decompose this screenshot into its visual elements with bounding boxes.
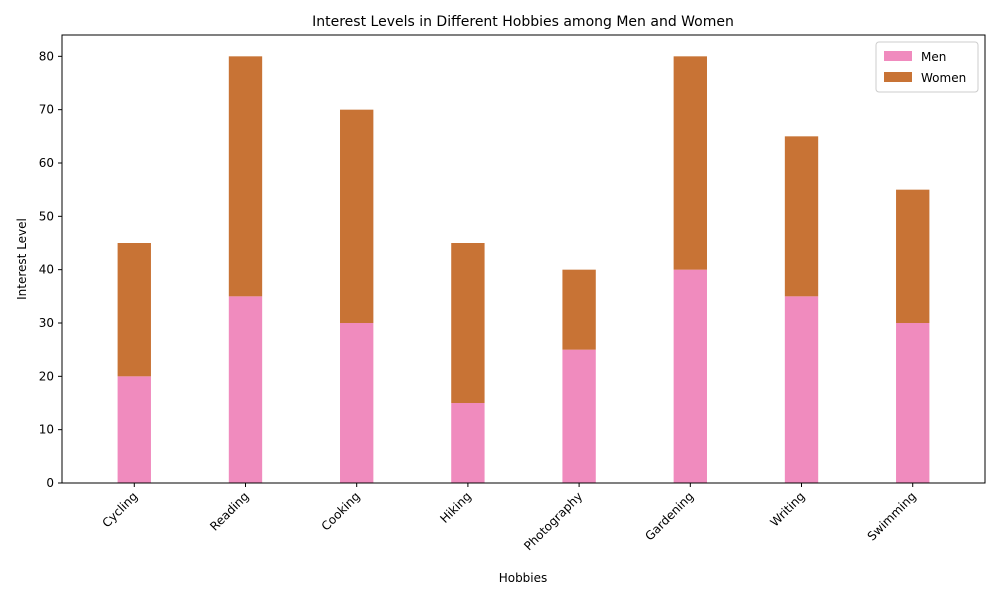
- legend-swatch-women: [884, 72, 912, 82]
- bars-group: [117, 56, 930, 483]
- bar-women-writing: [784, 136, 819, 297]
- x-tick-label-swimming: Swimming: [865, 489, 919, 543]
- bar-women-gardening: [673, 56, 707, 270]
- x-tick-label-reading: Reading: [207, 489, 251, 533]
- bar-men-writing: [784, 296, 819, 483]
- bar-men-cycling: [117, 376, 151, 483]
- y-axis-label: Interest Level: [15, 218, 29, 300]
- y-tick-label: 40: [39, 263, 54, 277]
- bar-men-gardening: [673, 269, 707, 483]
- bar-women-cycling: [117, 243, 151, 377]
- bar-men-cooking: [340, 323, 374, 483]
- x-tick-label-cooking: Cooking: [319, 489, 363, 533]
- bar-women-photography: [562, 269, 596, 350]
- legend-swatch-men: [884, 51, 912, 61]
- y-tick-label: 80: [39, 49, 54, 63]
- legend-label-women: Women: [921, 71, 966, 85]
- x-tick-label-photography: Photography: [521, 489, 585, 553]
- y-tick-label: 50: [39, 209, 54, 223]
- x-axis-label: Hobbies: [499, 571, 548, 585]
- y-axis-ticks: 0 10 20 30 40 50 60 70 80: [39, 49, 62, 490]
- bar-women-cooking: [340, 109, 374, 324]
- bar-men-reading: [228, 296, 263, 483]
- legend: Men Women: [875, 41, 979, 93]
- y-tick-label: 0: [46, 476, 54, 490]
- bar-men-photography: [562, 349, 596, 483]
- y-tick-label: 70: [39, 103, 54, 117]
- x-tick-label-writing: Writing: [767, 489, 807, 529]
- bar-men-swimming: [896, 323, 930, 483]
- bar-women-hiking: [451, 243, 485, 403]
- x-tick-label-gardening: Gardening: [642, 489, 696, 543]
- bar-women-swimming: [896, 189, 930, 323]
- legend-label-men: Men: [921, 50, 946, 64]
- x-tick-label-hiking: Hiking: [437, 489, 474, 526]
- chart-title: Interest Levels in Different Hobbies amo…: [312, 14, 734, 30]
- plot-frame: [61, 34, 986, 484]
- y-tick-label: 30: [39, 316, 54, 330]
- y-tick-label: 10: [39, 423, 54, 437]
- bar-men-hiking: [451, 403, 485, 483]
- y-tick-label: 20: [39, 369, 54, 383]
- x-tick-label-cycling: Cycling: [99, 489, 140, 530]
- x-axis-ticks: Cycling Reading Cooking Hiking Photography Ga…: [99, 483, 919, 553]
- y-tick-label: 60: [39, 156, 54, 170]
- bar-women-reading: [228, 56, 263, 297]
